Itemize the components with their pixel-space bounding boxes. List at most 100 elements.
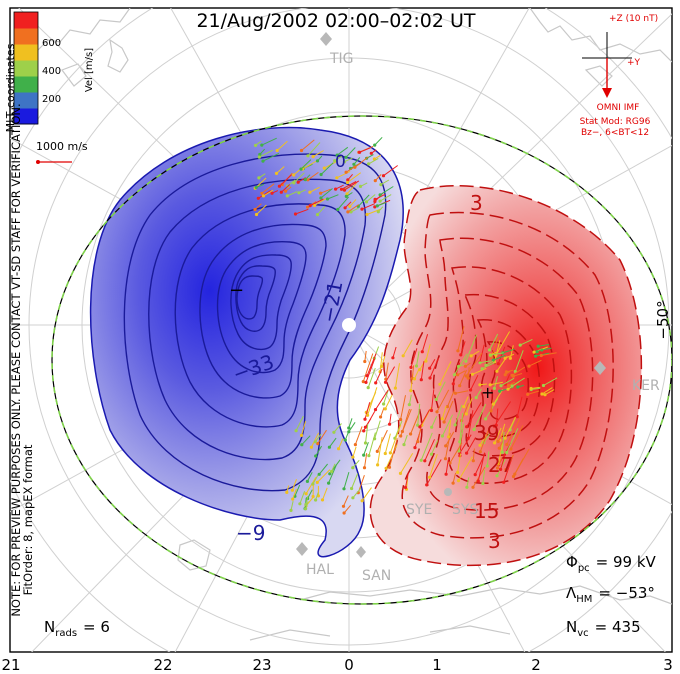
velocity-vector-origin: [333, 159, 337, 163]
velocity-vector: [495, 331, 511, 356]
imf-dial: +Z (10 nT) +Y OMNI IMF Stat Mod: RG96 Bz…: [580, 14, 658, 138]
velocity-vector: [389, 438, 398, 468]
mlt-tick-1: 1: [432, 656, 442, 674]
contour-label-pos3-top: 3: [470, 191, 483, 215]
velocity-vector-origin: [473, 473, 477, 477]
velocity-vector: [362, 353, 374, 382]
velocity-vector: [293, 172, 305, 184]
velocity-vector: [307, 171, 319, 181]
velocity-vector-origin: [492, 424, 496, 428]
velocity-vector: [408, 394, 412, 405]
velocity-vector-origin: [430, 425, 434, 429]
velocity-vector-origin: [306, 154, 310, 158]
velocity-vector: [279, 174, 292, 187]
velocity-vector-origin: [458, 440, 462, 444]
velocity-vector-origin: [358, 184, 363, 188]
fit-statistics: Φpc = 99 kV ΛHM = −53° Nvc = 435 Nrads = 6: [44, 553, 657, 639]
station-marker-hal: [296, 542, 308, 556]
station-marker-sye: [444, 488, 452, 496]
velocity-vector: [473, 403, 487, 430]
velocity-vector-origin: [319, 191, 323, 195]
velocity-vector-origin: [375, 204, 379, 208]
velocity-vector-origin: [328, 472, 332, 476]
velocity-vector: [489, 333, 499, 351]
velocity-vector-origin: [373, 143, 377, 147]
velocity-vector: [301, 435, 311, 446]
mlt-axis: 21 22 23 0 1 2 3: [1, 656, 672, 674]
velocity-vector: [429, 357, 439, 379]
velocity-vector-origin: [497, 446, 501, 450]
mlt-tick-21: 21: [1, 656, 20, 674]
stat-phi-pc: Φpc = 99 kV: [566, 553, 657, 574]
velocity-vector: [379, 352, 383, 372]
velocity-vector-origin: [290, 488, 294, 492]
velocity-vector: [527, 390, 540, 395]
velocity-vector: [421, 334, 429, 352]
velocity-vector-origin: [434, 397, 438, 401]
velocity-vector: [258, 190, 271, 199]
velocity-vector: [291, 479, 297, 491]
velocity-vector: [343, 504, 351, 514]
velocity-vector-origin: [294, 429, 298, 433]
stat-nvc: Nvc = 435: [566, 618, 641, 639]
velocity-vector-origin: [416, 440, 420, 444]
velocity-vector-origin: [440, 417, 444, 421]
velocity-vector-origin: [464, 359, 468, 363]
velocity-vector: [452, 472, 457, 484]
velocity-vector-origin: [322, 166, 326, 170]
hm-boundary-green: [51, 115, 672, 605]
velocity-vector-origin: [332, 430, 336, 434]
velocity-vector: [454, 404, 463, 426]
velocity-vector-origin: [313, 440, 317, 444]
velocity-vector-origin: [350, 486, 354, 491]
velocity-vector: [439, 361, 452, 385]
velocity-vector: [502, 348, 515, 354]
velocity-vector-origin: [484, 363, 488, 367]
velocity-vector-origin: [277, 184, 281, 188]
velocity-vector-origin: [380, 364, 384, 368]
velocity-vector-origin: [285, 194, 289, 198]
velocity-vector: [328, 437, 337, 448]
velocity-vector-origin: [308, 204, 312, 208]
velocity-vector-origin: [303, 178, 307, 182]
velocity-vector: [261, 183, 275, 194]
velocity-vector: [357, 194, 370, 207]
velocity-vector: [401, 408, 410, 432]
velocity-vector-origin: [419, 378, 423, 382]
velocity-vector-origin: [388, 422, 392, 426]
velocity-vector-origin: [362, 453, 366, 457]
velocity-vector-origin: [343, 206, 347, 210]
velocity-vector: [389, 424, 402, 454]
velocity-vector-origin: [429, 408, 434, 413]
velocity-vector-origin: [366, 413, 370, 417]
velocity-vector-origin: [314, 498, 318, 502]
velocity-vector: [516, 396, 523, 417]
velocity-vector: [511, 366, 526, 376]
velocity-vector: [320, 162, 334, 175]
velocity-vector-origin: [260, 191, 264, 195]
colorbar-cell: [14, 76, 38, 93]
velocity-vector-origin: [373, 197, 377, 201]
velocity-vector: [333, 423, 342, 433]
velocity-vector-origin: [510, 373, 514, 377]
velocity-vector-origin: [352, 162, 356, 166]
velocity-vector-origin: [360, 499, 364, 503]
velocity-vector-origin: [464, 374, 468, 378]
velocity-vector-origin: [419, 458, 423, 462]
contour-label-pos3-bottom: 3: [488, 529, 501, 553]
velocity-vector-origin: [343, 438, 347, 442]
velocity-vector-origin: [344, 155, 348, 159]
velocity-vector-origin: [407, 403, 411, 407]
velocity-vector-origin: [510, 384, 514, 388]
velocity-vector-origin: [299, 433, 304, 437]
velocity-vector-origin: [445, 405, 450, 409]
velocity-vector: [405, 472, 409, 488]
velocity-vector-origin: [471, 459, 475, 463]
velocity-vector: [424, 439, 435, 462]
velocity-vector-origin: [505, 442, 509, 447]
velocity-vector: [384, 433, 391, 454]
velocity-vector: [435, 381, 446, 400]
velocity-vector-origin: [428, 376, 432, 380]
velocity-vector: [459, 413, 464, 442]
